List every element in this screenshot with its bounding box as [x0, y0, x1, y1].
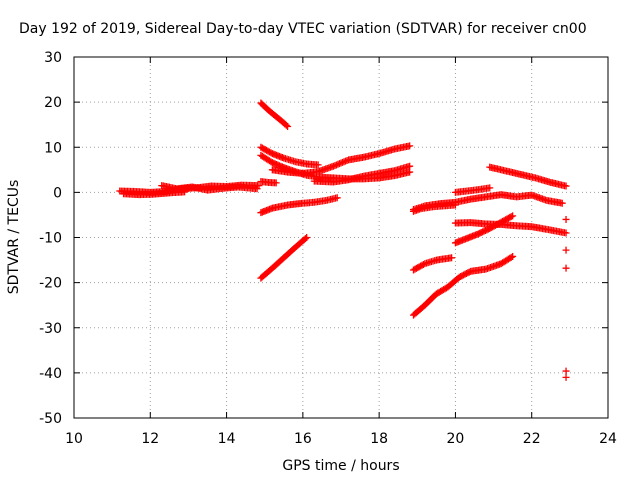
- data-point: [303, 234, 311, 241]
- x-tick-label: 14: [218, 431, 236, 447]
- data-point: [448, 254, 456, 262]
- data-point: [509, 212, 517, 220]
- y-tick-label: 10: [44, 140, 62, 156]
- data-point: [333, 194, 341, 202]
- data-point: [314, 161, 322, 169]
- data-point: [562, 246, 570, 254]
- data-point: [562, 229, 570, 237]
- data-point: [507, 213, 515, 221]
- x-tick-label: 16: [294, 431, 312, 447]
- data-point: [562, 215, 570, 223]
- data-point: [562, 373, 570, 381]
- plot-frame: [73, 56, 609, 419]
- data-point: [419, 260, 427, 268]
- y-tick-label: -40: [39, 366, 62, 382]
- data-point: [406, 168, 414, 176]
- data-point: [509, 252, 517, 260]
- y-tick-label: 0: [53, 185, 62, 201]
- x-axis-label: GPS time / hours: [282, 458, 399, 474]
- x-tick-label: 12: [141, 431, 159, 447]
- y-tick-label: -20: [39, 276, 62, 292]
- data-point: [282, 121, 290, 129]
- data-point: [406, 162, 414, 170]
- chart-title: Day 192 of 2019, Sidereal Day-to-day VTE…: [19, 21, 587, 37]
- x-tick-label: 10: [65, 431, 83, 447]
- x-tick-label: 20: [447, 431, 465, 447]
- data-point: [272, 179, 280, 187]
- data-point: [301, 235, 309, 243]
- data-point: [284, 122, 292, 130]
- data-point: [181, 188, 189, 196]
- x-tick-label: 18: [370, 431, 388, 447]
- x-tick-label: 24: [599, 431, 617, 447]
- data-point: [558, 199, 566, 207]
- data-points: [116, 99, 570, 381]
- axis-ticks: 10 12 14 16 18 20 22 24 30 20 10 0 -10 -20 -30 -40 -50: [39, 50, 617, 447]
- grid: [74, 57, 608, 418]
- data-point: [486, 184, 494, 192]
- data-point: [562, 367, 570, 375]
- data-point: [562, 182, 570, 190]
- data-point: [507, 253, 515, 261]
- data-point: [406, 142, 414, 150]
- y-tick-label: -50: [39, 411, 62, 427]
- y-tick-label: -30: [39, 321, 62, 337]
- data-point: [562, 264, 570, 272]
- y-axis-label: SDTVAR / TECUs: [6, 180, 22, 295]
- y-tick-label: 20: [44, 95, 62, 111]
- y-tick-label: -10: [39, 231, 62, 247]
- y-tick-label: 30: [44, 50, 62, 66]
- x-tick-label: 22: [523, 431, 541, 447]
- data-point: [253, 185, 261, 193]
- data-point: [451, 201, 459, 209]
